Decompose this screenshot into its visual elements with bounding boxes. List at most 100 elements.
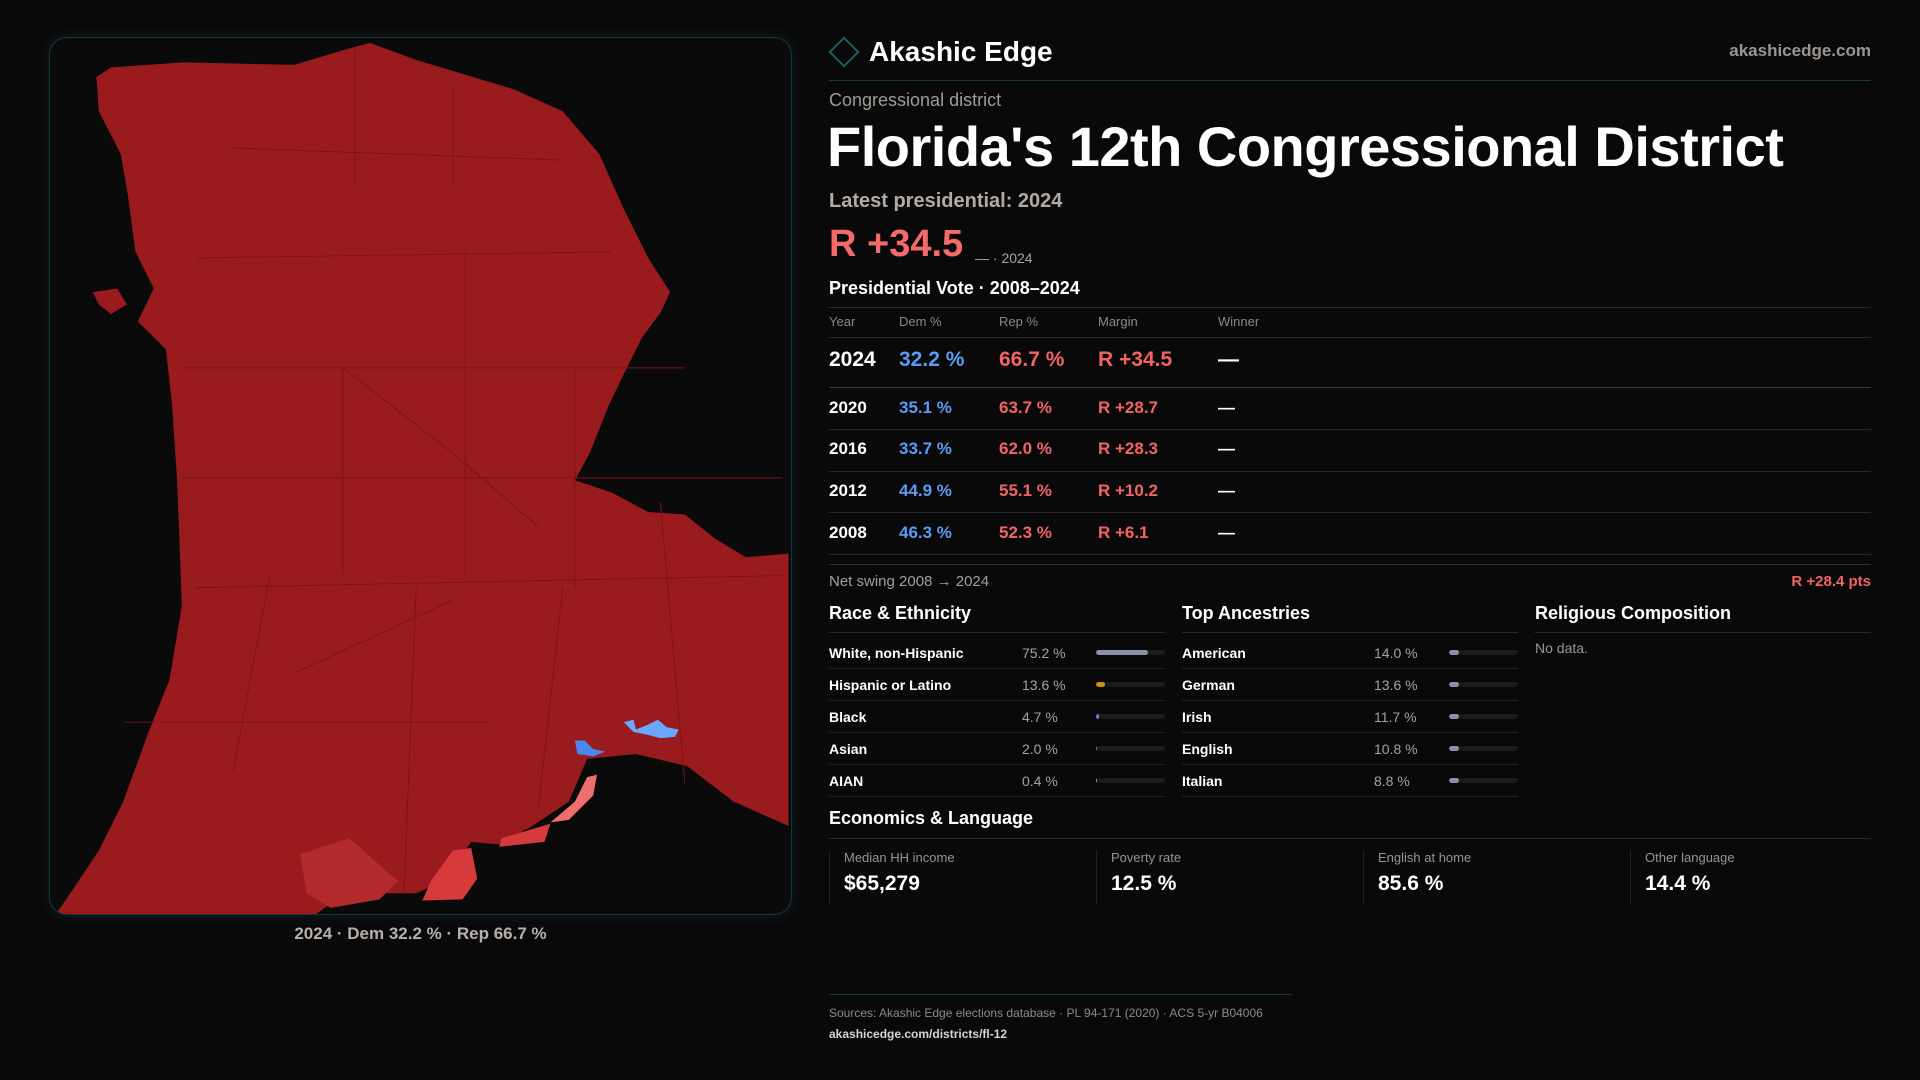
item-bar-fill (1096, 650, 1148, 655)
item-bar (1096, 778, 1165, 783)
item-label: Italian (1182, 772, 1223, 789)
dem-pct: 35.1 % (899, 398, 952, 417)
winner: — (1218, 439, 1235, 458)
item-value: 10.8 % (1374, 740, 1418, 757)
item-bar-fill (1449, 650, 1459, 655)
stat-poverty: Poverty rate 12.5 % (1096, 850, 1181, 905)
rep-pct: 66.7 % (999, 348, 1065, 371)
stat-value: $65,279 (844, 872, 920, 895)
item-bar (1096, 746, 1165, 751)
margin: R +34.5 (1098, 348, 1173, 371)
list-item: English 10.8 % (1182, 733, 1518, 765)
margin: R +28.3 (1098, 439, 1159, 458)
race-title: Race & Ethnicity (829, 603, 972, 623)
item-value: 2.0 % (1022, 740, 1058, 757)
district-shape (56, 42, 789, 914)
item-bar (1096, 650, 1165, 655)
rep-pct: 55.1 % (999, 481, 1052, 500)
header-divider (829, 80, 1871, 81)
religion-title: Religious Composition (1535, 603, 1731, 623)
item-label: German (1182, 676, 1235, 693)
dem-pct: 44.9 % (899, 481, 952, 500)
presidential-vote-title: Presidential Vote · 2008–2024 (829, 278, 1080, 298)
year: 2008 (829, 523, 867, 542)
dem-pct: 46.3 % (899, 523, 952, 542)
margin: R +10.2 (1098, 481, 1159, 500)
item-bar (1096, 714, 1165, 719)
list-item: AIAN 0.4 % (829, 765, 1165, 797)
econ-title: Economics & Language (829, 808, 1034, 828)
item-bar (1449, 778, 1518, 783)
page-title: Florida's 12th Congressional District (827, 115, 1784, 178)
district-url[interactable]: akashicedge.com/districts/fl-12 (829, 1027, 1008, 1041)
col-margin: Margin (1098, 314, 1138, 329)
site-link[interactable]: akashicedge.com (1729, 41, 1871, 60)
district-map-svg (56, 42, 789, 914)
list-item: White, non-Hispanic 75.2 % (829, 637, 1165, 669)
winner: — (1218, 348, 1239, 371)
stat-value: 14.4 % (1645, 872, 1711, 895)
margin: R +28.7 (1098, 398, 1159, 417)
item-label: Black (829, 708, 867, 725)
religion-empty: No data. (1535, 640, 1588, 656)
year: 2024 (829, 348, 876, 371)
stat-english: English at home 85.6 % (1363, 850, 1471, 905)
kicker: Congressional district (829, 90, 1002, 110)
stat-median-income: Median HH income $65,279 (829, 850, 955, 905)
list-item: Asian 2.0 % (829, 733, 1165, 765)
year: 2020 (829, 398, 867, 417)
item-bar (1449, 746, 1518, 751)
precinct-blue-dark (574, 740, 606, 757)
net-swing-label: Net swing 2008 → 2024 (829, 573, 990, 590)
item-bar (1449, 714, 1518, 719)
list-item: German 13.6 % (1182, 669, 1518, 701)
rep-pct: 52.3 % (999, 523, 1052, 542)
item-label: American (1182, 644, 1246, 661)
col-dem: Dem % (899, 314, 942, 329)
brand-name: Akashic Edge (869, 36, 1053, 67)
stat-other-language: Other language 14.4 % (1630, 850, 1735, 905)
item-bar-fill (1096, 746, 1098, 751)
stat-value: 85.6 % (1378, 872, 1444, 895)
latest-margin: R +34.5 (829, 223, 964, 265)
precinct-mid-red (300, 838, 398, 908)
net-swing-value: R +28.4 pts (1791, 573, 1871, 590)
rep-pct: 62.0 % (999, 439, 1052, 458)
precinct-light-red (422, 823, 551, 901)
diamond-icon (828, 36, 860, 68)
list-item: American 14.0 % (1182, 637, 1518, 669)
dem-pct: 32.2 % (899, 348, 965, 371)
rep-pct: 63.7 % (999, 398, 1052, 417)
year: 2012 (829, 481, 867, 500)
margin: R +6.1 (1098, 523, 1149, 542)
list-item: Irish 11.7 % (1182, 701, 1518, 733)
list-item: Hispanic or Latino 13.6 % (829, 669, 1165, 701)
precinct-pink (550, 774, 597, 823)
item-label: English (1182, 740, 1233, 757)
precinct-lines (123, 50, 783, 894)
stat-value: 12.5 % (1111, 872, 1177, 895)
item-bar (1449, 682, 1518, 687)
district-map[interactable] (49, 37, 792, 915)
item-value: 11.7 % (1374, 708, 1417, 725)
island-shape (92, 288, 127, 315)
item-label: AIAN (829, 772, 864, 789)
item-bar (1449, 650, 1518, 655)
list-item: Italian 8.8 % (1182, 765, 1518, 797)
stat-label: English at home (1378, 850, 1472, 865)
item-value: 13.6 % (1022, 676, 1066, 693)
item-value: 13.6 % (1374, 676, 1418, 693)
item-bar (1096, 682, 1165, 687)
stat-label: Median HH income (844, 850, 955, 865)
item-value: 0.4 % (1022, 772, 1058, 789)
winner: — (1218, 523, 1235, 542)
ancestry-title: Top Ancestries (1182, 603, 1311, 623)
dem-pct: 33.7 % (899, 439, 952, 458)
item-bar-fill (1449, 682, 1459, 687)
winner: — (1218, 398, 1235, 417)
item-value: 14.0 % (1374, 644, 1418, 661)
stat-label: Other language (1645, 850, 1735, 865)
item-bar-fill (1449, 714, 1459, 719)
item-bar-fill (1096, 714, 1100, 719)
brand-logo[interactable]: Akashic Edge (828, 36, 1053, 68)
